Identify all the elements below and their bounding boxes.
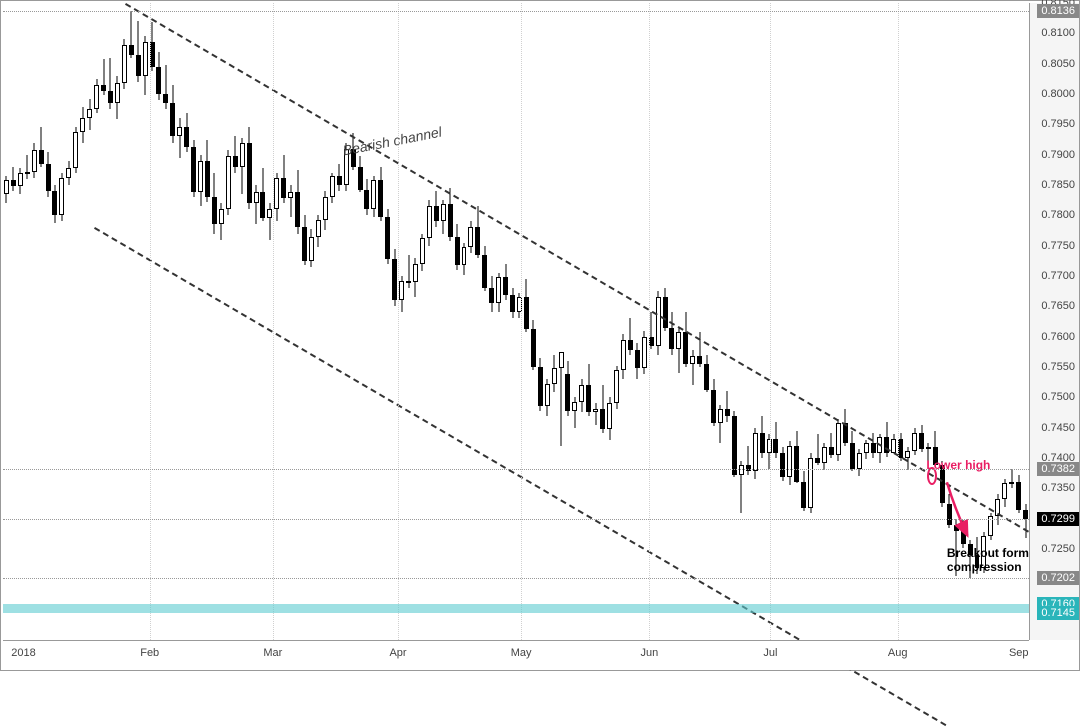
x-axis: 2018 Feb Mar Apr May Jun Jul Aug Sep	[3, 640, 1029, 670]
breakout-label: Breakout formcompression	[947, 546, 1029, 574]
y-axis: 0.81500.81000.80500.80000.79500.79000.78…	[1029, 3, 1079, 640]
x-tick-label: Jul	[763, 647, 777, 659]
x-tick-label: Aug	[888, 647, 908, 659]
chart-container: Australian Dollar/U.S. Dollar, 1D Farada…	[0, 0, 1080, 671]
y-tick-label: 0.7850	[1041, 179, 1075, 191]
gridline	[273, 3, 274, 640]
gridline	[150, 3, 151, 640]
gridline	[898, 3, 899, 640]
gridline	[398, 3, 399, 640]
plot-area[interactable]: Bearish channelLower highBreakout formco…	[3, 3, 1029, 640]
y-tick-label: 0.7700	[1041, 270, 1075, 282]
y-tick-label: 0.8100	[1041, 27, 1075, 39]
y-tick-label: 0.7650	[1041, 300, 1075, 312]
y-tick-label: 0.7250	[1041, 543, 1075, 555]
price-marker: 0.7202	[1037, 571, 1079, 585]
arrow-icon	[3, 3, 1029, 640]
gridline	[521, 3, 522, 640]
price-marker: 0.8136	[1037, 4, 1079, 18]
gridline	[649, 3, 650, 640]
price-line	[3, 11, 1029, 12]
x-tick-label: Feb	[140, 647, 159, 659]
price-line	[3, 578, 1029, 579]
y-tick-label: 0.7950	[1041, 118, 1075, 130]
y-tick-label: 0.7550	[1041, 361, 1075, 373]
price-marker: 0.7299	[1037, 512, 1079, 526]
y-tick-label: 0.8050	[1041, 58, 1075, 70]
x-tick-label: Mar	[263, 647, 282, 659]
y-tick-label: 0.7900	[1041, 149, 1075, 161]
x-tick-label: 2018	[11, 647, 35, 659]
x-tick-label: Jun	[641, 647, 659, 659]
price-line	[3, 519, 1029, 520]
y-tick-label: 0.7800	[1041, 209, 1075, 221]
price-marker: 0.7145	[1037, 606, 1079, 620]
price-marker: 0.7382	[1037, 462, 1079, 476]
gridline	[770, 3, 771, 640]
y-tick-label: 0.7500	[1041, 391, 1075, 403]
x-tick-label: Sep	[1009, 647, 1029, 659]
x-tick-label: Apr	[389, 647, 406, 659]
y-tick-label: 0.7450	[1041, 422, 1075, 434]
y-tick-label: 0.7750	[1041, 240, 1075, 252]
x-tick-label: May	[511, 647, 532, 659]
y-tick-label: 0.7350	[1041, 482, 1075, 494]
price-line	[3, 469, 1029, 470]
support-zone	[3, 604, 1029, 613]
y-tick-label: 0.8000	[1041, 88, 1075, 100]
y-tick-label: 0.7600	[1041, 331, 1075, 343]
